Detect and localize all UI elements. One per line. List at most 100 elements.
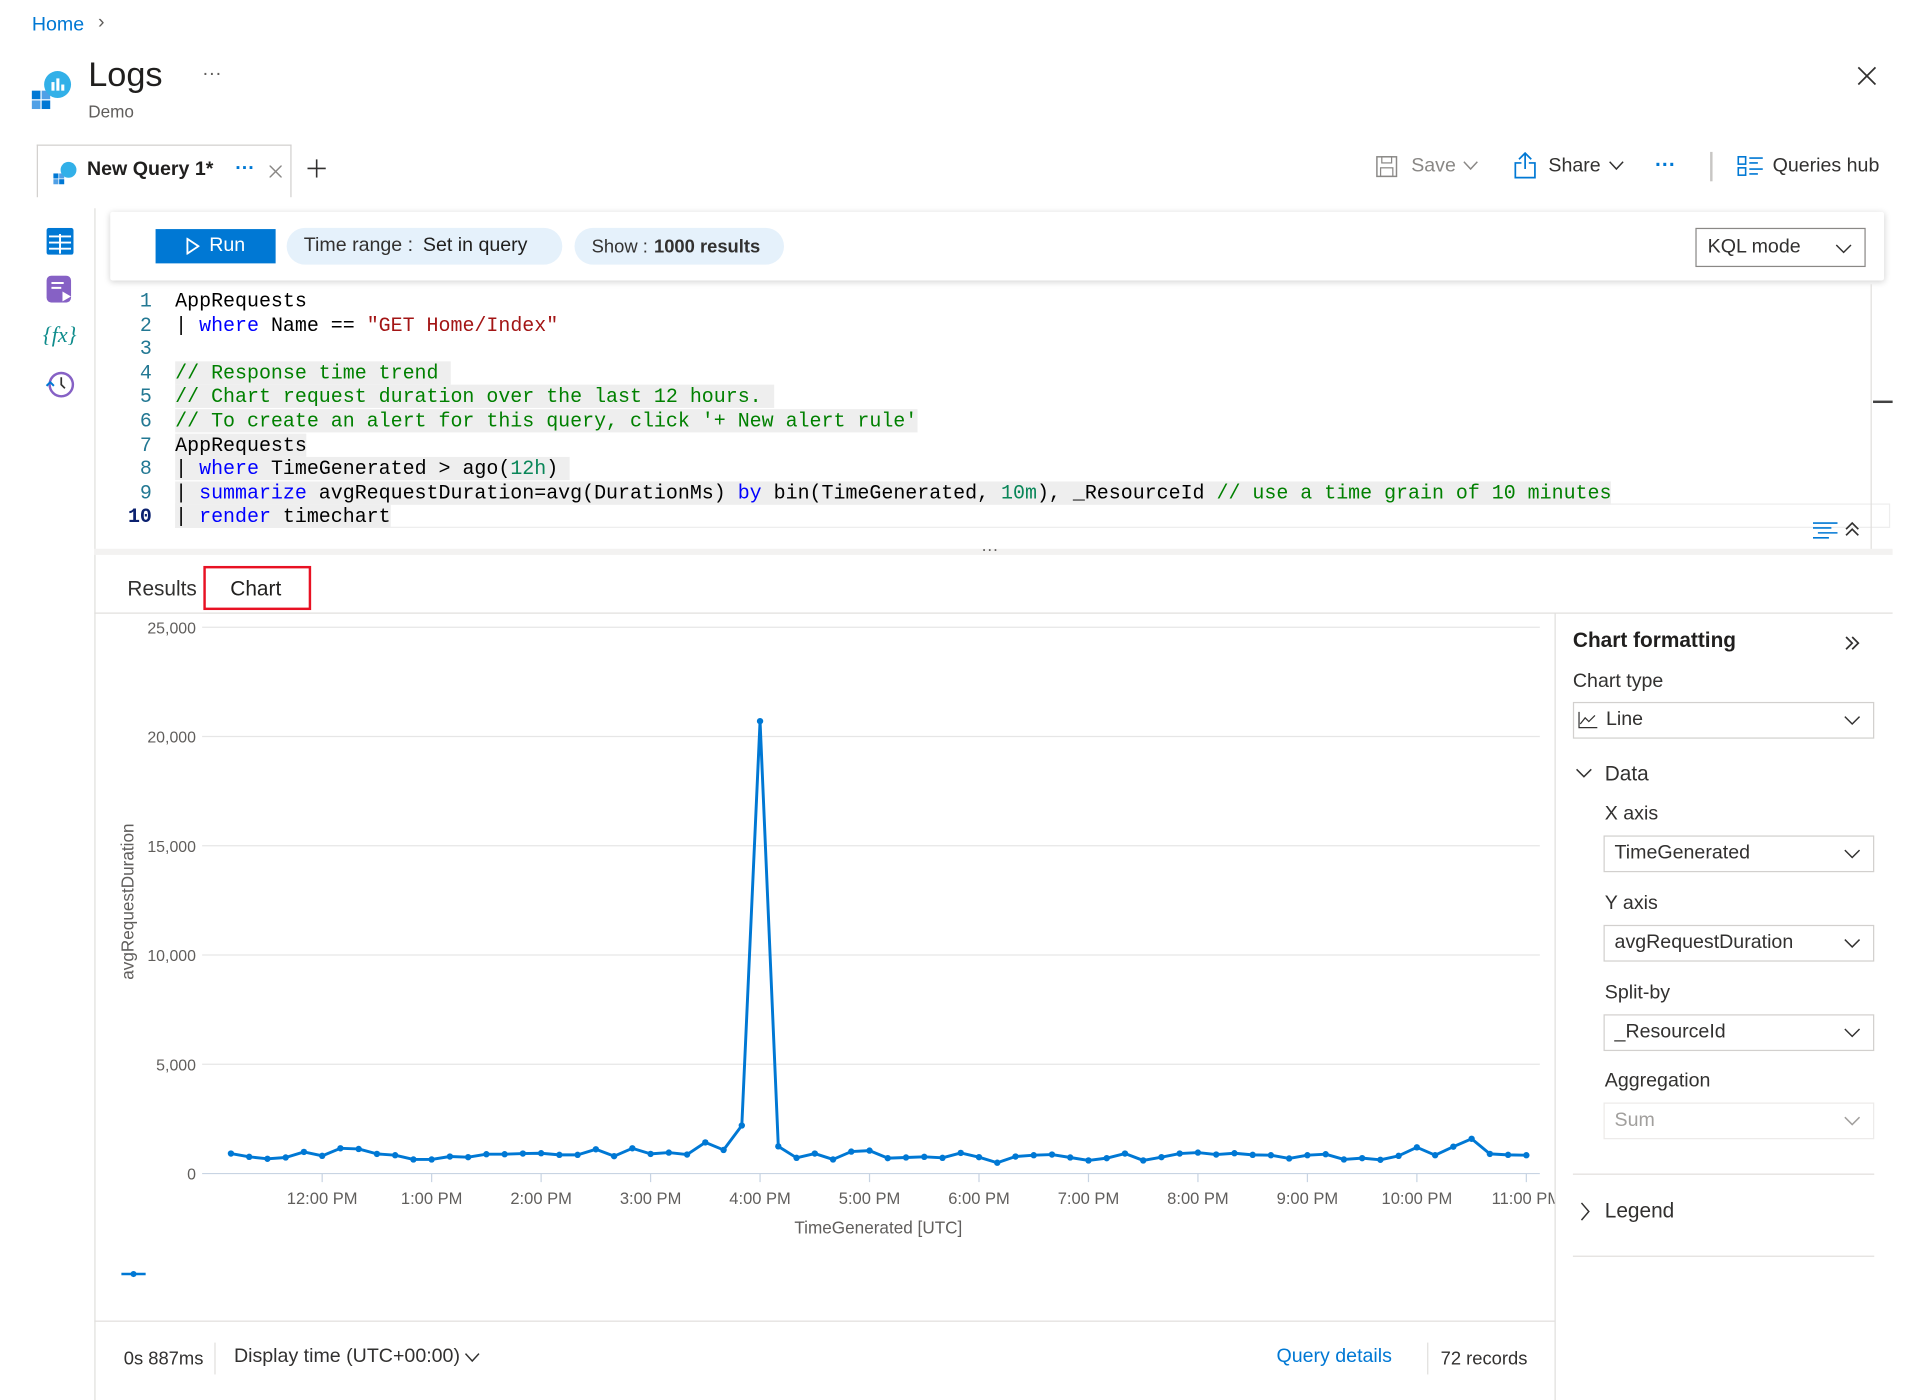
data-point[interactable]: [282, 1154, 289, 1161]
data-point[interactable]: [1468, 1135, 1475, 1142]
code-line[interactable]: AppRequests: [175, 289, 307, 312]
display-time-chevron-down-icon[interactable]: [464, 1352, 480, 1363]
query-details-link[interactable]: Query details: [1276, 1346, 1392, 1368]
timechart[interactable]: 0 5,000 10,000 15,000 20,000 25,000 12:00 PM 1:…: [94, 613, 1555, 1321]
code-line[interactable]: | where TimeGenerated > ago(12h): [175, 457, 571, 481]
data-point[interactable]: [1231, 1150, 1238, 1157]
tab-chart[interactable]: Chart: [230, 576, 282, 601]
split-by-dropdown[interactable]: _ResourceId: [1603, 1014, 1875, 1052]
format-query-icon[interactable]: [1812, 521, 1839, 541]
time-range-picker[interactable]: Time range : Set in query: [286, 227, 563, 265]
data-point[interactable]: [793, 1154, 800, 1162]
data-point[interactable]: [829, 1156, 837, 1163]
data-point[interactable]: [902, 1154, 910, 1161]
queries-icon[interactable]: [46, 275, 74, 303]
data-point[interactable]: [1377, 1156, 1384, 1163]
data-point[interactable]: [355, 1145, 362, 1153]
data-point[interactable]: [1158, 1153, 1165, 1161]
save-chevron-down-icon[interactable]: [1463, 160, 1479, 171]
share-chevron-down-icon[interactable]: [1608, 160, 1624, 171]
data-point[interactable]: [647, 1150, 654, 1158]
data-point[interactable]: [1450, 1143, 1457, 1150]
y-axis-dropdown[interactable]: avgRequestDuration: [1603, 924, 1875, 962]
queries-hub-button[interactable]: Queries hub: [1772, 155, 1880, 177]
data-point[interactable]: [373, 1150, 381, 1158]
data-point[interactable]: [1486, 1150, 1494, 1158]
data-point[interactable]: [1340, 1156, 1348, 1163]
data-point[interactable]: [1431, 1152, 1439, 1159]
data-point[interactable]: [1322, 1151, 1329, 1158]
data-point[interactable]: [264, 1155, 271, 1162]
legend-section-chevron-icon[interactable]: [1579, 1202, 1591, 1222]
data-point[interactable]: [848, 1148, 855, 1155]
data-point[interactable]: [300, 1148, 308, 1156]
data-point[interactable]: [1103, 1154, 1110, 1162]
data-point[interactable]: [884, 1154, 891, 1162]
legend-series-marker[interactable]: [121, 1270, 146, 1278]
data-point[interactable]: [1194, 1149, 1202, 1156]
data-point[interactable]: [975, 1153, 983, 1161]
data-point[interactable]: [994, 1159, 1001, 1166]
data-point[interactable]: [1176, 1150, 1183, 1157]
data-point[interactable]: [738, 1122, 745, 1129]
legend-section-header[interactable]: Legend: [1604, 1199, 1675, 1223]
query-tab-close-icon[interactable]: [269, 165, 282, 178]
code-line[interactable]: | where Name == "GET Home/Index": [175, 313, 558, 336]
data-point[interactable]: [665, 1149, 673, 1156]
code-line[interactable]: | summarize avgRequestDuration=avg(Durat…: [175, 481, 1611, 505]
data-point[interactable]: [483, 1151, 490, 1158]
data-point[interactable]: [1030, 1152, 1037, 1159]
data-point[interactable]: [1121, 1150, 1129, 1157]
query-tab[interactable]: New Query 1* ···: [36, 144, 292, 198]
chart-type-dropdown[interactable]: Line: [1572, 701, 1875, 739]
data-point[interactable]: [1285, 1155, 1293, 1162]
show-results-picker[interactable]: Show : 1000 results: [574, 227, 784, 265]
data-point[interactable]: [556, 1151, 563, 1159]
breadcrumb-home[interactable]: Home: [31, 14, 85, 36]
data-point[interactable]: [1413, 1144, 1421, 1151]
editor-resize-splitter[interactable]: [94, 548, 1893, 555]
data-point[interactable]: [464, 1153, 472, 1161]
toolbar-more-button[interactable]: ···: [1654, 153, 1676, 177]
functions-icon[interactable]: {fx}: [42, 322, 77, 347]
data-point[interactable]: [629, 1145, 636, 1152]
code-line[interactable]: // Chart request duration over the last …: [175, 385, 774, 409]
query-tab-more-button[interactable]: ···: [235, 158, 255, 179]
series-line[interactable]: [230, 719, 1527, 1165]
data-point[interactable]: [1140, 1157, 1147, 1164]
data-point[interactable]: [1012, 1153, 1019, 1160]
data-point[interactable]: [702, 1139, 709, 1146]
data-section-header[interactable]: Data: [1604, 761, 1649, 786]
data-point[interactable]: [428, 1156, 435, 1163]
close-icon[interactable]: [1857, 66, 1877, 86]
data-point[interactable]: [811, 1150, 818, 1157]
data-point[interactable]: [391, 1152, 399, 1159]
new-tab-plus-icon[interactable]: [307, 159, 326, 178]
collapse-panel-icon[interactable]: [1844, 635, 1861, 652]
data-point[interactable]: [1504, 1151, 1512, 1159]
data-point[interactable]: [939, 1154, 946, 1162]
data-point[interactable]: [720, 1146, 727, 1154]
data-point[interactable]: [1212, 1151, 1220, 1158]
splitter-grip-icon[interactable]: ···: [981, 539, 999, 559]
data-point[interactable]: [337, 1145, 344, 1152]
query-history-icon[interactable]: [45, 370, 75, 399]
data-point[interactable]: [318, 1152, 326, 1160]
data-point[interactable]: [1523, 1152, 1530, 1159]
data-point[interactable]: [1267, 1152, 1275, 1159]
share-icon[interactable]: [1514, 151, 1536, 179]
data-point[interactable]: [501, 1151, 508, 1158]
data-point[interactable]: [446, 1153, 454, 1160]
data-point[interactable]: [1304, 1152, 1311, 1159]
kql-mode-dropdown[interactable]: KQL mode: [1695, 227, 1866, 268]
data-point[interactable]: [1067, 1154, 1074, 1161]
data-point[interactable]: [921, 1153, 928, 1161]
code-line[interactable]: // To create an alert for this query, cl…: [175, 409, 918, 433]
display-time-dropdown[interactable]: Display time (UTC+00:00): [233, 1346, 460, 1368]
data-point[interactable]: [1395, 1152, 1402, 1160]
header-more-button[interactable]: ···: [202, 63, 222, 85]
data-point[interactable]: [246, 1153, 253, 1161]
queries-hub-icon[interactable]: [1737, 156, 1764, 178]
data-point[interactable]: [610, 1152, 618, 1160]
data-point[interactable]: [410, 1156, 417, 1163]
